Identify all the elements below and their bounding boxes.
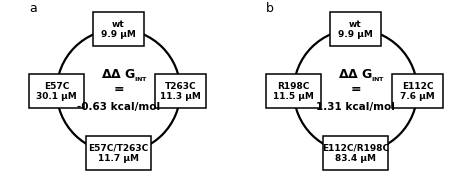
Text: $\mathbf{_{INT}}$: $\mathbf{_{INT}}$: [134, 75, 148, 84]
FancyBboxPatch shape: [323, 136, 388, 170]
Text: b: b: [266, 2, 274, 15]
FancyBboxPatch shape: [266, 74, 321, 108]
Text: E112C: E112C: [401, 82, 433, 91]
Text: =: =: [350, 83, 361, 96]
FancyBboxPatch shape: [86, 136, 151, 170]
Text: $\mathbf{_{INT}}$: $\mathbf{_{INT}}$: [371, 75, 385, 84]
Text: $\mathbf{\Delta\Delta}$ $\mathbf{G}$: $\mathbf{\Delta\Delta}$ $\mathbf{G}$: [101, 68, 136, 81]
Text: E57C: E57C: [44, 82, 69, 91]
Text: T263C: T263C: [164, 82, 196, 91]
Text: $\mathbf{\Delta\Delta}$ $\mathbf{G}$: $\mathbf{\Delta\Delta}$ $\mathbf{G}$: [338, 68, 373, 81]
FancyBboxPatch shape: [392, 74, 443, 108]
Text: 11.5 μM: 11.5 μM: [273, 92, 314, 101]
Text: wt: wt: [349, 20, 362, 29]
Text: wt: wt: [112, 20, 125, 29]
Text: 1.31 kcal/mol: 1.31 kcal/mol: [316, 102, 395, 112]
FancyBboxPatch shape: [93, 12, 144, 46]
Text: 11.7 μM: 11.7 μM: [98, 154, 139, 163]
Text: =: =: [113, 83, 124, 96]
Text: E57C/T263C: E57C/T263C: [88, 143, 149, 153]
Text: 83.4 μM: 83.4 μM: [335, 154, 376, 163]
Text: -0.63 kcal/mol: -0.63 kcal/mol: [77, 102, 160, 112]
Text: 9.9 μM: 9.9 μM: [101, 30, 136, 39]
Text: 7.6 μM: 7.6 μM: [400, 92, 435, 101]
Text: a: a: [29, 2, 37, 15]
FancyBboxPatch shape: [155, 74, 206, 108]
Text: 11.3 μM: 11.3 μM: [160, 92, 201, 101]
Text: R198C: R198C: [277, 82, 310, 91]
Text: E112C/R198C: E112C/R198C: [322, 143, 389, 153]
Text: 30.1 μM: 30.1 μM: [36, 92, 77, 101]
FancyBboxPatch shape: [330, 12, 381, 46]
Text: 9.9 μM: 9.9 μM: [338, 30, 373, 39]
FancyBboxPatch shape: [29, 74, 84, 108]
